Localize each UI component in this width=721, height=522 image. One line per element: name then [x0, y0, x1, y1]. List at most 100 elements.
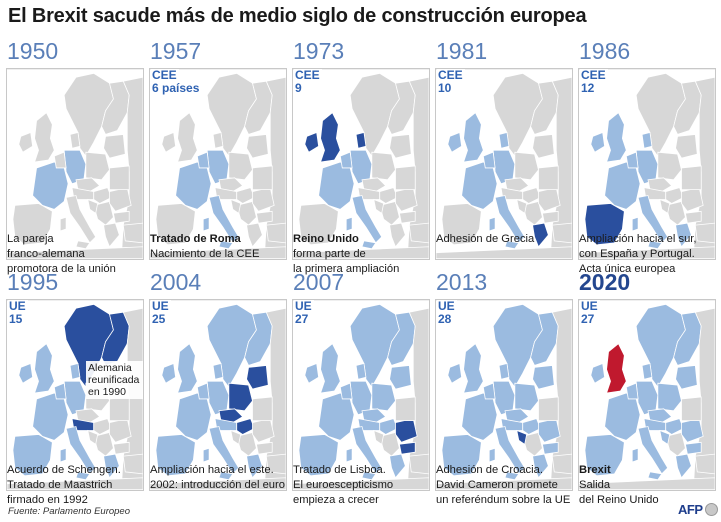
country-hungary: [665, 418, 684, 435]
country-balkans: [93, 431, 114, 457]
country-czech: [504, 408, 530, 424]
country-benelux: [482, 382, 496, 400]
country-benelux: [196, 382, 210, 400]
member-count: 15: [8, 312, 25, 327]
member-count: 27: [580, 312, 597, 327]
country-baltics: [389, 364, 412, 390]
member-count: 25: [151, 312, 168, 327]
country-denmark: [69, 131, 81, 149]
caption-line: Tratado de Maastrich: [7, 479, 113, 491]
country-northafrica: [436, 246, 572, 259]
country-sicily: [75, 240, 91, 250]
caption-heading: Tratado de Roma: [150, 233, 241, 245]
country-sicily: [361, 240, 377, 250]
country-poland: [85, 151, 110, 181]
country-hungary: [522, 187, 541, 204]
country-balkans: [665, 431, 686, 457]
country-czech: [504, 177, 530, 193]
country-benelux: [482, 151, 496, 169]
caption-line: del Reino Unido: [579, 494, 659, 506]
country-ukraine: [252, 165, 273, 191]
country-ukraine: [109, 396, 130, 422]
country-denmark: [641, 362, 653, 380]
panel-caption: Adhesión de Croacia. David Cameron promet…: [436, 463, 581, 508]
europe-map-svg: [150, 300, 286, 490]
panel-year: 2007: [293, 269, 345, 295]
country-czech: [361, 408, 387, 424]
country-ireland: [590, 131, 606, 153]
country-italy: [494, 426, 526, 475]
country-greece: [675, 222, 692, 248]
panel-year: 1981: [436, 38, 488, 64]
country-baltics: [675, 364, 698, 390]
country-poland: [514, 382, 539, 412]
country-turkey: [694, 222, 715, 244]
country-sicily: [75, 471, 91, 481]
country-baltics: [103, 133, 126, 159]
country-denmark: [641, 131, 653, 149]
member-count: 12: [580, 81, 597, 96]
country-hungary: [236, 187, 255, 204]
country-italy: [65, 426, 97, 475]
caption-line: un referéndum sobre la UE: [436, 494, 571, 506]
country-denmark: [498, 362, 510, 380]
country-croatia: [373, 198, 385, 214]
country-ukraine: [395, 165, 416, 191]
europe-map: CEE 9: [292, 68, 430, 260]
country-baltics: [246, 133, 269, 159]
country-baltics: [246, 364, 269, 390]
country-czech: [75, 177, 101, 193]
country-croatia: [373, 429, 385, 445]
country-sicily: [504, 240, 520, 250]
europe-map-svg: [293, 69, 429, 259]
country-ukraine: [109, 165, 130, 191]
country-croatia: [516, 198, 528, 214]
europe-map: CEE 6 países: [149, 68, 287, 260]
country-hungary: [522, 418, 541, 435]
country-bulgaria: [684, 441, 702, 455]
europe-map: UE 25: [149, 299, 287, 491]
europe-map-svg: [579, 300, 715, 490]
caption-line: forma parte de: [293, 248, 366, 260]
country-ukraine: [395, 396, 416, 422]
country-denmark: [355, 362, 367, 380]
country-iberia: [12, 434, 53, 477]
country-benelux: [53, 151, 67, 169]
country-hungary: [93, 418, 112, 435]
country-greece: [246, 222, 263, 248]
country-croatia: [87, 198, 99, 214]
country-northafrica: [293, 246, 429, 259]
europe-map-svg: [7, 69, 143, 259]
europe-map: [6, 68, 144, 260]
country-sardinia: [202, 216, 210, 232]
europe-map-svg: [293, 300, 429, 490]
country-bulgaria: [112, 210, 130, 224]
country-croatia: [230, 429, 242, 445]
country-balkans: [522, 431, 543, 457]
country-sardinia: [488, 216, 496, 232]
country-turkey: [551, 222, 572, 244]
caption-line: Acuerdo de Schengen.: [7, 464, 121, 476]
country-greece: [389, 453, 406, 479]
logo-text: AFP: [678, 501, 703, 517]
country-northafrica: [7, 477, 143, 490]
member-count: 10: [437, 81, 454, 96]
caption-line: Ampliación hacia el sur,: [579, 233, 697, 245]
caption-line: El euroescepticismo: [293, 479, 394, 491]
country-turkey: [265, 222, 286, 244]
country-turkey: [408, 453, 429, 475]
country-iberia: [584, 203, 625, 246]
country-uk: [606, 343, 627, 394]
country-italy: [208, 426, 240, 475]
membership-tag: CEE: [580, 68, 608, 83]
country-baltics: [532, 133, 555, 159]
country-benelux: [196, 151, 210, 169]
country-czech: [361, 177, 387, 193]
country-hungary: [379, 187, 398, 204]
country-croatia: [87, 429, 99, 445]
europe-map: CEE 12: [578, 68, 716, 260]
country-denmark: [355, 131, 367, 149]
panel-year: 1957: [150, 38, 202, 64]
country-poland: [228, 151, 253, 181]
page-title: El Brexit sacude más de medio siglo de c…: [8, 5, 587, 27]
